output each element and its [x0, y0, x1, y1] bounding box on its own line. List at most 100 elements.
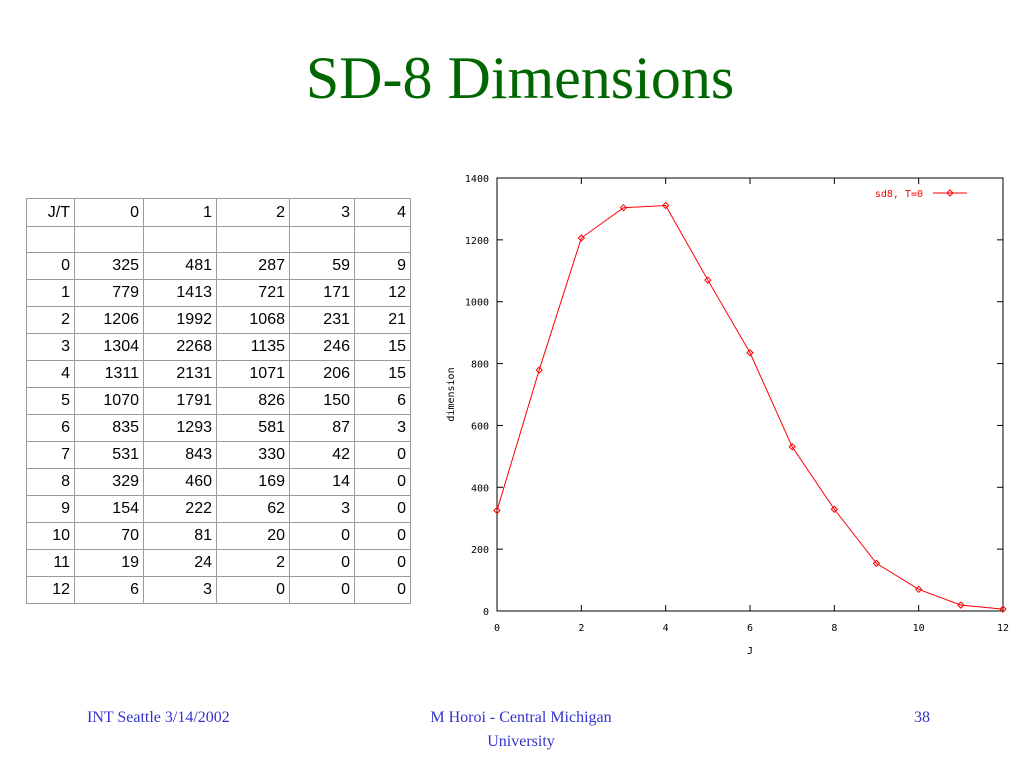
table-cell: 0 — [354, 549, 411, 577]
y-tick-label: 0 — [483, 607, 489, 618]
table-cell: 2 — [216, 198, 290, 227]
table-row: 6 835 1293 581 87 3 — [26, 414, 411, 442]
row-label-cell: J/T — [26, 198, 75, 227]
row-label-cell: 0 — [26, 252, 75, 280]
table-row: 8 329 460 169 14 0 — [26, 468, 411, 496]
data-point — [746, 349, 754, 357]
table-cell: 1135 — [216, 333, 290, 361]
table-cell: 0 — [354, 576, 411, 604]
table-cell: 330 — [216, 441, 290, 469]
table-cell: 2268 — [143, 333, 217, 361]
empty-cell — [354, 226, 411, 253]
footer-event: INT Seattle 3/14/2002 — [87, 709, 230, 726]
footer-author-line1: M Horoi - Central Michigan — [430, 709, 612, 726]
table-cell: 1992 — [143, 306, 217, 334]
data-point — [999, 605, 1007, 613]
table-cell: 6 — [74, 576, 144, 604]
x-axis-label: J — [747, 646, 753, 657]
plot-frame — [496, 177, 1004, 612]
table-cell: 0 — [289, 576, 355, 604]
table-row: 11 19 24 2 0 0 — [26, 549, 411, 577]
y-tick-label: 1200 — [465, 236, 489, 247]
table-cell: 42 — [289, 441, 355, 469]
data-point — [704, 276, 712, 284]
series-line — [496, 205, 1004, 610]
table-cell: 843 — [143, 441, 217, 469]
table-cell: 1791 — [143, 387, 217, 415]
table-cell: 246 — [289, 333, 355, 361]
row-label-cell: 5 — [26, 387, 75, 415]
table-cell: 81 — [143, 522, 217, 550]
table-cell: 1206 — [74, 306, 144, 334]
table-cell: 835 — [74, 414, 144, 442]
table-cell: 1070 — [74, 387, 144, 415]
table-row: 0 325 481 287 59 9 — [26, 252, 411, 280]
row-label-cell: 3 — [26, 333, 75, 361]
table-cell: 4 — [354, 198, 411, 227]
table-cell: 581 — [216, 414, 290, 442]
x-tick-label: 8 — [831, 623, 837, 634]
table-cell: 231 — [289, 306, 355, 334]
x-tick-label: 2 — [578, 623, 584, 634]
row-label-cell: 11 — [26, 549, 75, 577]
table-cell: 0 — [354, 522, 411, 550]
table-row: 7 531 843 330 42 0 — [26, 441, 411, 469]
table-cell: 222 — [143, 495, 217, 523]
legend-label: sd8, T=0 — [875, 189, 923, 200]
table-cell: 531 — [74, 441, 144, 469]
table-cell: 1068 — [216, 306, 290, 334]
table-cell: 1311 — [74, 360, 144, 388]
table-row: 2 1206 1992 1068 231 21 — [26, 306, 411, 334]
table-row: 12 6 3 0 0 0 — [26, 576, 411, 604]
table-cell: 9 — [354, 252, 411, 280]
table-cell: 3 — [289, 198, 355, 227]
table-cell: 62 — [216, 495, 290, 523]
table-cell: 0 — [354, 468, 411, 496]
table-cell: 171 — [289, 279, 355, 307]
x-tick-label: 10 — [913, 623, 925, 634]
table-cell: 329 — [74, 468, 144, 496]
table-cell: 1293 — [143, 414, 217, 442]
table-cell: 3 — [354, 414, 411, 442]
row-label-cell: 2 — [26, 306, 75, 334]
row-label-cell: 12 — [26, 576, 75, 604]
table-row: 5 1070 1791 826 150 6 — [26, 387, 411, 415]
table-cell: 1071 — [216, 360, 290, 388]
table-cell: 59 — [289, 252, 355, 280]
y-tick-label: 200 — [471, 545, 489, 556]
footer-author-line2: University — [487, 733, 555, 750]
table-cell: 1304 — [74, 333, 144, 361]
table-cell: 779 — [74, 279, 144, 307]
table-cell: 0 — [289, 549, 355, 577]
x-tick-label: 4 — [663, 623, 669, 634]
y-tick-label: 1400 — [465, 174, 489, 185]
x-tick-label: 12 — [997, 623, 1009, 634]
table-cell: 154 — [74, 495, 144, 523]
x-tick-label: 0 — [494, 623, 500, 634]
table-cell: 1 — [143, 198, 217, 227]
table-row: 3 1304 2268 1135 246 15 — [26, 333, 411, 361]
data-point — [957, 601, 965, 609]
slide-title: SD-8 Dimensions — [305, 45, 735, 111]
x-tick-label: 6 — [747, 623, 753, 634]
table-cell: 169 — [216, 468, 290, 496]
row-label-cell: 7 — [26, 441, 75, 469]
table-cell: 0 — [216, 576, 290, 604]
table-cell: 0 — [289, 522, 355, 550]
table-cell: 1413 — [143, 279, 217, 307]
table-cell: 20 — [216, 522, 290, 550]
data-point — [619, 203, 628, 212]
table-cell: 721 — [216, 279, 290, 307]
table-cell: 150 — [289, 387, 355, 415]
empty-cell — [216, 226, 290, 253]
data-point — [830, 505, 839, 513]
table-row: 4 1311 2131 1071 206 15 — [26, 360, 411, 388]
table-row: 1 779 1413 721 171 12 — [26, 279, 411, 307]
y-tick-label: 600 — [471, 421, 489, 432]
row-label-cell: 9 — [26, 495, 75, 523]
row-label-cell: 4 — [26, 360, 75, 388]
row-label-cell: 6 — [26, 414, 75, 442]
table-cell: 12 — [354, 279, 411, 307]
table-row: 9 154 222 62 3 0 — [26, 495, 411, 523]
page-number: 38 — [914, 709, 930, 726]
